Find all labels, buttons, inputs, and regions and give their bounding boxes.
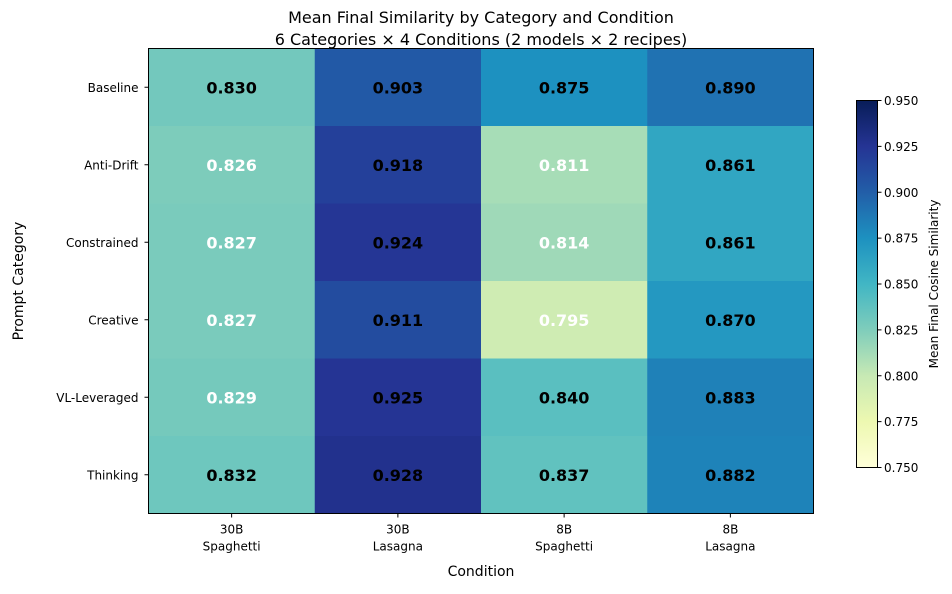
cell-value-label: 0.924 <box>373 233 424 252</box>
heatmap-cell <box>481 358 648 437</box>
cell-value-label: 0.840 <box>539 388 590 407</box>
heatmap-cell <box>314 281 482 359</box>
heatmap-cell <box>647 126 814 204</box>
heatmap-cell <box>481 48 648 127</box>
colorbar-label: Mean Final Cosine Similarity <box>927 200 941 369</box>
cell-value-label: 0.795 <box>539 311 590 330</box>
cell-value-label: 0.814 <box>539 233 590 252</box>
cell-value-label: 0.903 <box>373 78 424 97</box>
cell-value-label: 0.870 <box>705 311 756 330</box>
colorbar-tick-label: 0.900 <box>884 186 918 200</box>
cell-value-label: 0.918 <box>373 156 424 175</box>
colorbar-tick-label: 0.775 <box>884 415 918 429</box>
cell-value-label: 0.827 <box>206 311 257 330</box>
cell-value-label: 0.830 <box>206 78 257 97</box>
plot-frame <box>148 48 814 514</box>
heatmap-cell <box>647 358 814 437</box>
cell-value-label: 0.928 <box>373 466 424 485</box>
colorbar-tick-label: 0.800 <box>884 369 918 383</box>
colorbar-tick-label: 0.750 <box>884 461 918 475</box>
y-axis-ticks: Baseline Anti-Drift Constrained Creative VL-… <box>56 81 149 482</box>
heatmap-cell <box>481 203 648 282</box>
chart-subtitle: 6 Categories × 4 Conditions (2 models × … <box>275 30 688 49</box>
heatmap-cell <box>647 203 814 282</box>
heatmap-cell <box>481 436 648 514</box>
heatmap-cell <box>148 203 316 282</box>
x-tick-label: 30B <box>386 523 410 537</box>
heatmap-cell <box>481 126 648 204</box>
cell-value-label: 0.837 <box>539 466 590 485</box>
chart-title: Mean Final Similarity by Category and Co… <box>288 8 674 27</box>
heatmap-cells: 0.830 0.903 0.875 0.890 0.826 0.918 0.811 0.861… <box>148 48 814 514</box>
y-tick-label: Anti-Drift <box>84 158 139 172</box>
x-tick-label: Lasagna <box>705 540 755 554</box>
cell-value-label: 0.827 <box>206 233 257 252</box>
heatmap-cell <box>148 126 316 204</box>
x-tick-label: 30B <box>220 523 244 537</box>
x-tick-label: 8B <box>722 523 738 537</box>
cell-value-label: 0.883 <box>705 388 756 407</box>
cell-value-label: 0.811 <box>539 156 590 175</box>
colorbar-ticks: 0.750 0.775 0.800 0.825 0.850 0.875 0.900 0.925… <box>877 94 918 475</box>
heatmap-cell <box>647 436 814 514</box>
heatmap-cell <box>647 281 814 359</box>
cell-value-label: 0.832 <box>206 466 257 485</box>
x-tick-label: Spaghetti <box>535 540 593 554</box>
colorbar-tick-label: 0.850 <box>884 278 918 292</box>
cell-value-label: 0.925 <box>373 388 424 407</box>
heatmap-cell <box>314 48 482 127</box>
heatmap-cell <box>148 358 316 437</box>
cell-value-label: 0.826 <box>206 156 257 175</box>
heatmap-cell <box>314 436 482 514</box>
colorbar <box>856 100 878 468</box>
heatmap-cell <box>148 436 316 514</box>
x-tick-label: Lasagna <box>373 540 423 554</box>
heatmap-cell <box>314 126 482 204</box>
colorbar-tick-label: 0.950 <box>884 94 918 108</box>
heatmap-cell <box>314 203 482 282</box>
cell-value-label: 0.890 <box>705 78 756 97</box>
cell-value-label: 0.911 <box>373 311 424 330</box>
y-tick-label: Thinking <box>86 468 138 482</box>
colorbar-tick-label: 0.875 <box>884 232 918 246</box>
y-tick-label: VL-Leveraged <box>56 391 138 405</box>
cell-value-label: 0.861 <box>705 233 756 252</box>
y-tick-label: Baseline <box>88 81 139 95</box>
heatmap-cell <box>481 281 648 359</box>
heatmap-cell <box>148 48 316 127</box>
colorbar-tick-label: 0.825 <box>884 323 918 337</box>
colorbar-tick-label: 0.925 <box>884 140 918 154</box>
heatmap-cell <box>647 48 814 127</box>
cell-value-label: 0.882 <box>705 466 756 485</box>
heatmap-cell <box>314 358 482 437</box>
cell-value-label: 0.861 <box>705 156 756 175</box>
x-axis-ticks: 30B Spaghetti 30B Lasagna 8B Spaghetti 8B Lasag… <box>203 513 755 554</box>
x-tick-label: Spaghetti <box>203 540 261 554</box>
x-axis-label: Condition <box>448 564 515 580</box>
heatmap-cell <box>148 281 316 359</box>
y-axis-label: Prompt Category <box>11 222 27 341</box>
cell-value-label: 0.829 <box>206 388 257 407</box>
y-tick-label: Creative <box>88 313 138 327</box>
x-tick-label: 8B <box>556 523 572 537</box>
y-tick-label: Constrained <box>66 236 139 250</box>
cell-value-label: 0.875 <box>539 78 590 97</box>
